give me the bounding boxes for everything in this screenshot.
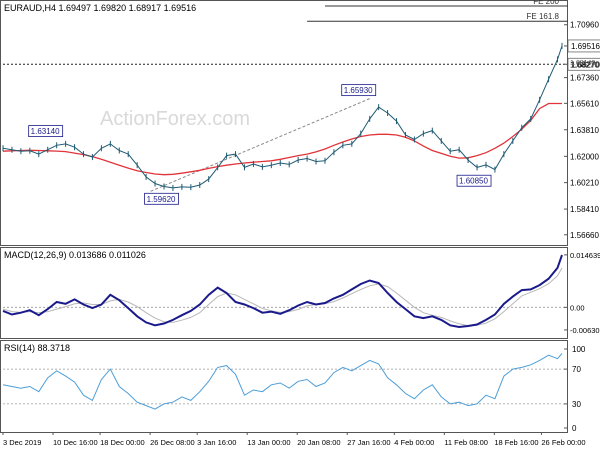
time-axis-label: 20 Jan 08:00 [297, 438, 340, 447]
price-panel-frame [1, 1, 568, 246]
time-axis-label: 11 Feb 08:00 [444, 438, 488, 447]
fib-level-label: FE 161.8 [527, 12, 560, 21]
annotation-label: 1.63140 [31, 127, 60, 136]
time-axis-label: 27 Jan 16:00 [347, 438, 390, 447]
annotation-label: 1.59620 [147, 195, 176, 204]
rsi-panel: RSI(14) 88.3718 100 70 30 0 [1, 341, 586, 434]
time-axis-label: 3 Jan 16:00 [197, 438, 236, 447]
macd-axis-label: -0.006309 [570, 326, 600, 335]
price-axis-label: 1.67360 [570, 74, 599, 83]
price-axis-label: 1.70960 [570, 21, 599, 30]
watermark-text: ActionForex.com [100, 108, 250, 130]
rsi-axis-label: 100 [572, 345, 586, 354]
macd-axis-label: 0.00 [570, 303, 585, 312]
price-axis-label: 1.63810 [570, 126, 599, 135]
price-axis-label: 1.58410 [570, 205, 599, 214]
time-axis-label: 13 Jan 00:00 [247, 438, 290, 447]
macd-panel-frame [1, 248, 568, 339]
annotation-label: 1.60850 [459, 177, 488, 186]
time-axis-label: 26 Dec 08:00 [150, 438, 195, 447]
rsi-title: RSI(14) 88.3718 [4, 343, 70, 353]
price-axis-label: 1.56660 [570, 231, 599, 240]
price-axis-label: 1.62000 [570, 152, 599, 161]
rsi-axis-label: 30 [572, 400, 581, 409]
time-axis-label: 18 Feb 16:00 [494, 438, 538, 447]
rsi-axis-label: 70 [572, 365, 581, 374]
price-y-axis: 1.709601.695161.682701.673601.656101.638… [564, 21, 600, 240]
macd-panel: MACD(12,26,9) 0.013686 0.011026 0.014639… [1, 248, 600, 339]
time-axis-label: 18 Dec 00:00 [100, 438, 145, 447]
price-axis-label: 1.69516 [571, 42, 600, 51]
annotation-label: 1.65930 [344, 86, 373, 95]
fib-level-label: FE 200 [533, 0, 559, 6]
price-axis-label: 1.60210 [570, 179, 599, 188]
macd-axis-label: 0.014639 [570, 251, 600, 260]
price-title: EURAUD,H4 1.69497 1.69820 1.68917 1.6951… [4, 3, 196, 13]
time-axis-label: 3 Dec 2019 [3, 438, 41, 447]
price-axis-label-extra: 1.68140 [570, 60, 595, 67]
time-axis-label: 4 Feb 00:00 [394, 438, 434, 447]
rsi-axis-label: 0 [572, 424, 577, 433]
macd-y-axis: 0.014639 0.00 -0.006309 [564, 251, 600, 335]
time-axis-label: 26 Feb 00:00 [541, 438, 585, 447]
macd-title: MACD(12,26,9) 0.013686 0.011026 [4, 250, 146, 260]
price-axis-label: 1.65610 [570, 99, 599, 108]
time-axis-label: 10 Dec 16:00 [53, 438, 98, 447]
rsi-panel-frame [1, 341, 568, 433]
